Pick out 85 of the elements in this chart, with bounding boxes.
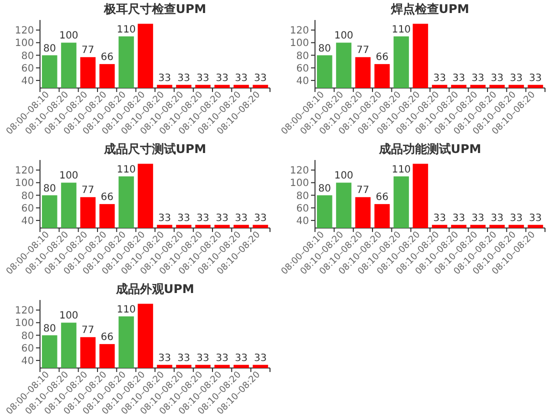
data-label: 66 <box>376 192 388 204</box>
y-tick-label: 120 <box>14 306 34 317</box>
data-label: 33 <box>216 212 228 224</box>
data-label: 33 <box>177 212 190 224</box>
chart-title: 成品功能测试UPM <box>378 142 482 156</box>
data-label: 33 <box>216 72 228 84</box>
data-label: 100 <box>59 30 78 42</box>
data-label: 77 <box>356 45 370 56</box>
y-tick-label: 120 <box>14 166 34 177</box>
data-label: 33 <box>472 72 484 84</box>
data-label: 33 <box>254 72 267 84</box>
data-label: 77 <box>82 185 94 196</box>
data-label: 100 <box>334 170 354 182</box>
chart-title: 成品尺寸测试UPM <box>102 142 206 156</box>
data-label: 33 <box>510 72 523 84</box>
y-tick-label: 80 <box>296 190 309 202</box>
data-label: 80 <box>43 323 56 334</box>
y-tick-label: 100 <box>290 38 309 50</box>
y-tick-label: 120 <box>290 26 309 37</box>
y-tick-label: 40 <box>21 356 34 367</box>
y-tick-label: 100 <box>14 178 34 190</box>
data-label: 66 <box>376 52 388 64</box>
data-label: 33 <box>234 72 248 84</box>
y-tick-label: 60 <box>21 343 34 354</box>
chart-title: 成品外观UPM <box>114 282 194 296</box>
y-tick-label: 40 <box>296 76 309 87</box>
y-tick-label: 80 <box>296 50 309 62</box>
data-label: 33 <box>234 352 248 364</box>
data-label: 33 <box>177 72 190 84</box>
data-label: 110 <box>116 304 136 316</box>
data-label: 33 <box>433 72 446 84</box>
data-label: 100 <box>334 30 354 42</box>
y-tick-label: 40 <box>21 76 34 87</box>
data-label: 77 <box>82 325 94 336</box>
data-label: 33 <box>254 352 267 364</box>
data-label: 66 <box>100 52 114 64</box>
data-label: 110 <box>392 164 411 176</box>
data-label: 33 <box>177 352 190 364</box>
data-label: 33 <box>529 212 542 224</box>
data-label: 33 <box>234 212 248 224</box>
data-label: 100 <box>59 310 78 322</box>
data-label: 33 <box>490 212 504 224</box>
data-label: 80 <box>318 43 331 54</box>
data-label: 33 <box>472 212 484 224</box>
data-label: 100 <box>59 170 78 182</box>
y-tick-label: 120 <box>14 26 34 37</box>
data-label: 33 <box>254 212 267 224</box>
data-label: 33 <box>529 72 542 84</box>
y-tick-label: 80 <box>21 190 34 202</box>
data-label: 77 <box>82 45 94 56</box>
y-tick-label: 40 <box>21 216 34 227</box>
y-tick-label: 100 <box>14 318 34 330</box>
data-label: 33 <box>433 212 446 224</box>
y-tick-label: 80 <box>21 50 34 62</box>
y-tick-label: 120 <box>290 166 309 177</box>
data-label: 33 <box>510 212 523 224</box>
y-tick-label: 100 <box>290 178 309 190</box>
y-tick-label: 60 <box>296 203 309 214</box>
chart-title: 焊点检查UPM <box>390 2 470 16</box>
data-label: 80 <box>43 43 56 54</box>
data-label: 110 <box>392 24 411 36</box>
y-tick-label: 60 <box>21 203 34 214</box>
data-label: 77 <box>356 185 370 196</box>
data-label: 33 <box>196 212 210 224</box>
data-label: 80 <box>43 183 56 194</box>
y-tick-label: 40 <box>296 216 309 227</box>
data-label: 33 <box>158 72 171 84</box>
chart-title: 极耳尺寸检查UPM <box>102 2 206 16</box>
y-tick-label: 100 <box>14 38 34 50</box>
data-label: 33 <box>196 72 210 84</box>
data-label: 110 <box>116 164 136 176</box>
y-tick-label: 60 <box>21 63 34 74</box>
y-tick-label: 80 <box>21 330 34 342</box>
data-label: 33 <box>490 72 504 84</box>
data-label: 66 <box>100 332 114 344</box>
data-label: 33 <box>196 352 210 364</box>
data-label: 110 <box>116 24 136 36</box>
y-tick-label: 60 <box>296 63 309 74</box>
data-label: 80 <box>318 183 331 194</box>
data-label: 33 <box>158 352 171 364</box>
data-label: 33 <box>452 72 466 84</box>
data-label: 33 <box>158 212 171 224</box>
data-label: 66 <box>100 192 114 204</box>
data-label: 33 <box>216 352 228 364</box>
data-label: 33 <box>452 212 466 224</box>
